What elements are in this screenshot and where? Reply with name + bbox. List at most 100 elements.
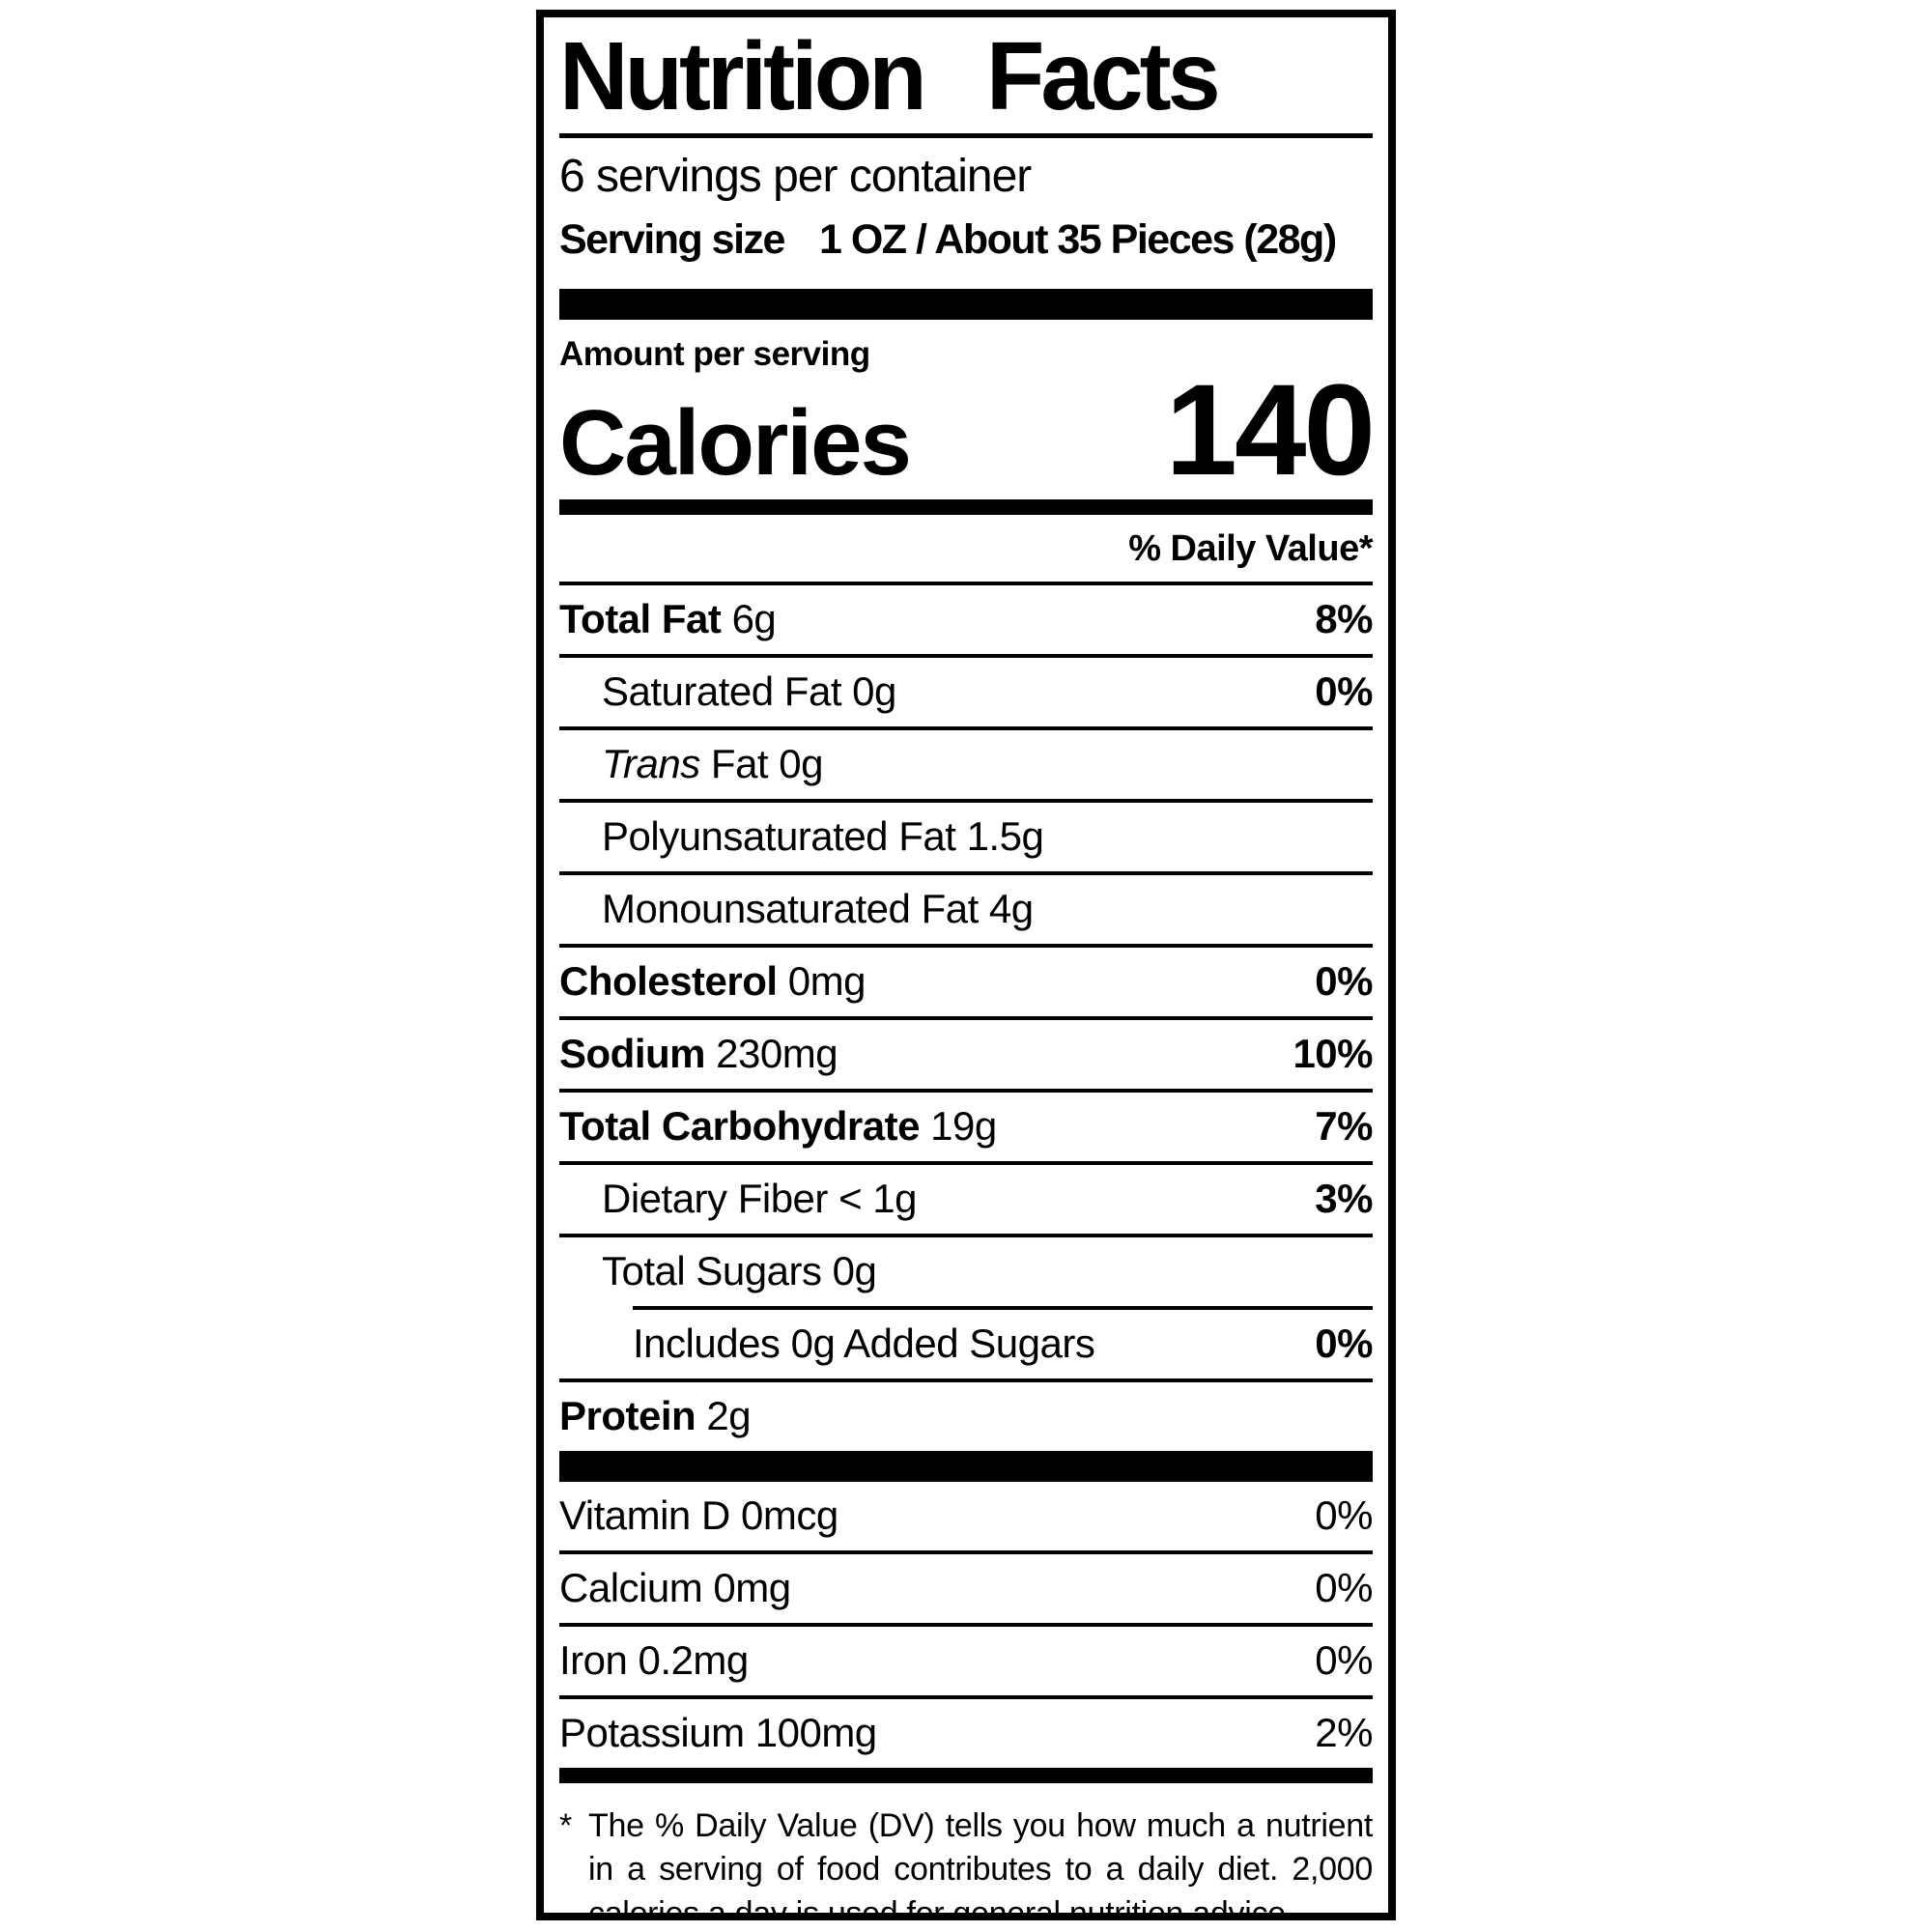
daily-value-header: % Daily Value*	[1128, 527, 1373, 569]
nutrient-amount: 230mg	[716, 1030, 838, 1076]
rule	[559, 653, 1373, 658]
nutrient: Monounsaturated Fat 4g	[602, 885, 1034, 931]
servings-per-container: 6 servings per container	[559, 151, 1032, 202]
nutrient: Potassium 100mg	[559, 1709, 877, 1755]
nutrient: Iron 0.2mg	[559, 1636, 750, 1683]
nutrient-name: Iron	[559, 1636, 628, 1683]
daily-value: 0%	[1315, 1564, 1373, 1610]
daily-value: 7%	[1315, 1102, 1373, 1149]
row-dietary-fiber: Dietary Fiber < 1g 3%	[559, 1165, 1373, 1234]
rule-indented	[633, 1305, 1373, 1310]
daily-value: 3%	[1315, 1175, 1373, 1221]
nutrient: Total Fat 6g	[559, 595, 777, 641]
row-total-carbohydrate: Total Carbohydrate 19g 7%	[559, 1093, 1373, 1161]
nutrient-name: Protein	[559, 1392, 696, 1438]
nutrient-name: Dietary Fiber	[602, 1175, 828, 1221]
nutrient-name: Vitamin D	[559, 1492, 730, 1538]
daily-value: 0%	[1315, 1320, 1373, 1366]
nutrient-amount: < 1g	[838, 1175, 917, 1221]
nutrient-name: Total Carbohydrate	[559, 1102, 920, 1149]
row-potassium: Potassium 100mg 2%	[559, 1699, 1373, 1768]
nutrient-name: Sodium	[559, 1030, 706, 1076]
rule	[559, 870, 1373, 875]
calories-label: Calories	[559, 390, 912, 495]
row-total-sugars: Total Sugars 0g	[559, 1237, 1373, 1306]
nutrient: Trans Fat 0g	[602, 740, 823, 786]
rule	[559, 1694, 1373, 1699]
rule	[559, 581, 1373, 585]
serving-size-label: Serving size	[559, 215, 785, 263]
nutrient-name: Cholesterol	[559, 957, 778, 1004]
nutrient-name: Monounsaturated Fat	[602, 885, 979, 931]
daily-value: 0%	[1315, 668, 1373, 714]
nutrient-amount: 0g	[832, 1247, 877, 1293]
nutrient: Includes 0g Added Sugars	[633, 1322, 1095, 1364]
row-vitamin-d: Vitamin D 0mcg 0%	[559, 1482, 1373, 1550]
row-sodium: Sodium 230mg 10%	[559, 1020, 1373, 1089]
nutrient-amount: 0mg	[787, 957, 867, 1004]
rule	[559, 725, 1373, 730]
nutrient: Protein 2g	[559, 1392, 752, 1438]
rule	[559, 1160, 1373, 1165]
nutrient-name: Total Fat	[559, 595, 722, 641]
nutrient-amount: 19g	[930, 1102, 997, 1149]
nutrient-amount: 2g	[706, 1392, 752, 1438]
nutrient-name: Total Sugars	[602, 1247, 822, 1293]
nutrient-amount: 100mg	[754, 1709, 877, 1755]
row-trans-fat: Trans Fat 0g	[559, 730, 1373, 799]
rule	[559, 1233, 1373, 1237]
nutrient-amount: 4g	[988, 885, 1034, 931]
row-polyunsaturated-fat: Polyunsaturated Fat 1.5g	[559, 803, 1373, 871]
daily-value: 0%	[1315, 1636, 1373, 1683]
divider-bar-mid-footnote	[559, 1767, 1373, 1783]
amount-per-serving-label: Amount per serving	[559, 334, 870, 373]
nutrient: Sodium 230mg	[559, 1030, 838, 1076]
rule	[559, 1015, 1373, 1020]
row-monounsaturated-fat: Monounsaturated Fat 4g	[559, 875, 1373, 944]
nutrient-name: Saturated Fat	[602, 668, 841, 714]
rule	[559, 1088, 1373, 1093]
footnote: * The % Daily Value (DV) tells you how m…	[559, 1804, 1373, 1920]
nutrient: Dietary Fiber < 1g	[602, 1175, 917, 1221]
nutrient: Saturated Fat 0g	[602, 668, 896, 714]
nutrient-name: Polyunsaturated Fat	[602, 812, 956, 859]
nutrition-facts-label: Nutrition Facts 6 servings per container…	[536, 10, 1396, 1920]
nutrient: Calcium 0mg	[559, 1564, 791, 1610]
nutrient-name: Calcium	[559, 1564, 703, 1610]
row-protein: Protein 2g	[559, 1382, 1373, 1451]
nutrient-amount: 0g	[852, 668, 896, 714]
serving-size-value: 1 OZ / About 35 Pieces (28g)	[818, 215, 1337, 263]
title-rule	[559, 133, 1373, 138]
daily-value: 10%	[1293, 1030, 1373, 1076]
nutrient: Total Sugars 0g	[602, 1247, 877, 1293]
row-added-sugars: Includes 0g Added Sugars 0%	[559, 1310, 1373, 1378]
rule	[559, 1549, 1373, 1554]
nutrient-name: Potassium	[559, 1709, 745, 1755]
nutrient: Total Carbohydrate 19g	[559, 1102, 997, 1149]
row-cholesterol: Cholesterol 0mg 0%	[559, 948, 1373, 1016]
daily-value: 2%	[1315, 1709, 1373, 1755]
divider-bar-mid-calories	[559, 498, 1373, 515]
footnote-text: The % Daily Value (DV) tells you how muc…	[588, 1806, 1373, 1920]
nutrient-amount: 0mcg	[740, 1492, 838, 1538]
nutrient: Polyunsaturated Fat 1.5g	[602, 812, 1044, 859]
label-title: Nutrition Facts	[559, 22, 1221, 130]
daily-value: 0%	[1315, 1492, 1373, 1538]
nutrient: Vitamin D 0mcg	[559, 1492, 838, 1538]
nutrient-name-italic: Trans	[602, 740, 700, 786]
rule	[559, 798, 1373, 803]
row-iron: Iron 0.2mg 0%	[559, 1627, 1373, 1695]
serving-size-row: Serving size 1 OZ / About 35 Pieces (28g…	[559, 216, 1373, 264]
rule	[559, 1622, 1373, 1627]
calories-row: Calories 140	[559, 357, 1376, 502]
calories-value: 140	[1165, 357, 1376, 502]
nutrient-amount: 0.2mg	[638, 1636, 750, 1683]
footnote-asterisk: *	[559, 1806, 572, 1844]
nutrient-amount: 0g	[779, 740, 823, 786]
nutrient: Cholesterol 0mg	[559, 957, 867, 1004]
row-saturated-fat: Saturated Fat 0g 0%	[559, 658, 1373, 726]
nutrient-amount: 1.5g	[966, 812, 1044, 859]
nutrient-amount: 0mg	[713, 1564, 791, 1610]
divider-bar-thick-vitamins	[559, 1450, 1373, 1482]
